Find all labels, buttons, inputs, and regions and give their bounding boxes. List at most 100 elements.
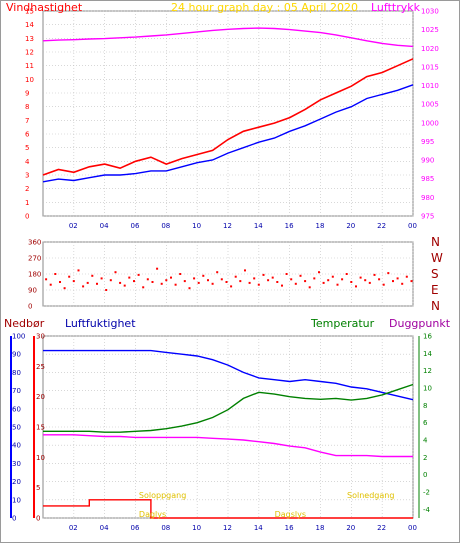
wind-direction-point: [151, 281, 154, 283]
direction-label-north-top: N: [431, 235, 440, 249]
direction-tick-label: 180: [28, 271, 41, 279]
x-tick-label: 12: [223, 524, 232, 532]
daylight-annotation: Dagslys: [275, 510, 306, 519]
pressure-tick-label: 1000: [421, 119, 439, 127]
wind-direction-point: [197, 281, 200, 284]
pressure-tick-label: 1020: [421, 45, 439, 53]
pressure-tick-label: 1025: [421, 26, 439, 34]
humidity-axis-label: Luftfuktighet: [65, 317, 136, 330]
wind-direction-point: [225, 281, 228, 283]
wind-direction-point: [128, 276, 131, 279]
direction-tick-label: 270: [28, 255, 41, 263]
wind-direction-point: [387, 272, 390, 275]
wind-direction-point: [299, 274, 302, 277]
x-tick-label: 06: [131, 222, 140, 230]
pressure-line: [42, 27, 414, 48]
x-tick-label: 08: [161, 222, 170, 230]
wind-direction-point: [392, 280, 394, 283]
rain-tick-label: 5: [36, 484, 40, 492]
x-tick-label: 02: [69, 222, 78, 230]
wind-pressure-chart: 02 04 06 08 10 12 14 16 18 20 22 000123456789101112…: [6, 1, 439, 230]
wind-direction-point: [267, 279, 270, 282]
wind-direction-point: [290, 278, 293, 281]
wind-direction-point: [105, 289, 108, 291]
humidity-tick-label: 100: [12, 333, 25, 341]
wind-direction-point: [257, 283, 260, 286]
daylight-annotation: Soloppgang: [139, 491, 186, 500]
wind-direction-point: [285, 273, 288, 275]
wind-direction-point: [373, 273, 376, 276]
wind-speed-tick-label: 13: [25, 35, 34, 43]
pressure-tick-label: 1015: [421, 63, 439, 71]
temperature-tick-label: 16: [423, 333, 432, 341]
wind-speed-tick-label: 2: [25, 185, 29, 193]
wind-direction-point: [271, 276, 274, 279]
wind-direction-point: [220, 278, 223, 281]
wind-direction-point: [405, 275, 408, 278]
pressure-tick-label: 980: [421, 194, 434, 202]
x-tick-label: 18: [316, 524, 325, 532]
wind-speed-tick-label: 8: [25, 103, 29, 111]
wind-direction-point: [137, 273, 140, 276]
wind-direction-point: [355, 285, 357, 288]
rain-line: [43, 499, 413, 519]
wind-direction-point: [368, 281, 371, 284]
temperature-tick-label: 10: [423, 385, 432, 393]
humidity-tick-label: 90: [12, 351, 21, 359]
x-tick-label: 16: [285, 222, 294, 230]
wind-direction-point: [410, 280, 413, 283]
wind-direction-point: [146, 278, 149, 281]
wind-direction-point: [313, 277, 316, 280]
wind-direction-point: [86, 281, 89, 284]
x-tick-label: 04: [100, 524, 109, 532]
wind-direction-point: [82, 285, 85, 288]
wind-direction-point: [179, 273, 182, 275]
temperature-tick-label: 12: [423, 367, 432, 375]
dewpoint-line: [43, 434, 413, 458]
pressure-tick-label: 1005: [421, 101, 439, 109]
wind-direction-point: [401, 282, 404, 285]
wind-direction-point: [281, 284, 283, 287]
direction-label-west: W: [431, 251, 443, 265]
x-tick-label: 14: [254, 524, 263, 532]
wind-speed-tick-label: 3: [25, 172, 29, 180]
temperature-tick-label: -4: [423, 506, 431, 514]
x-tick-label: 22: [377, 222, 386, 230]
wind-speed-tick-label: 4: [25, 158, 30, 166]
wind-speed-tick-label: 12: [25, 49, 34, 57]
wind-direction-point: [72, 280, 75, 283]
wind-direction-point: [304, 280, 307, 283]
x-tick-label: 12: [223, 222, 232, 230]
temperature-line: [43, 383, 414, 433]
x-tick-label: 14: [254, 222, 263, 230]
wind-direction-point: [142, 286, 145, 289]
pressure-tick-label: 990: [421, 157, 434, 165]
wind-direction-ticks: 360 270 180 90 0: [28, 239, 41, 311]
wind-pressure-grid: [43, 10, 414, 217]
wind-direction-point: [230, 285, 233, 288]
humidity-line: [43, 349, 414, 401]
x-tick-label: 10: [192, 222, 201, 230]
wind-direction-point: [100, 277, 103, 280]
wind-direction-point: [193, 277, 196, 280]
x-tick-label: 22: [377, 524, 386, 532]
wind-direction-point: [91, 274, 94, 277]
humidity-tick-label: 10: [12, 496, 21, 504]
pressure-axis-label: Lufttrykk: [371, 1, 421, 14]
temperature-tick-label: 2: [423, 454, 427, 462]
rain-tick-label: 15: [36, 424, 45, 432]
wind-average-line: [42, 84, 414, 183]
x-tick-label: 10: [192, 524, 201, 532]
wind-speed-tick-label: 14: [25, 21, 34, 29]
wind-direction-point: [109, 279, 112, 282]
wind-direction-point: [174, 283, 177, 286]
wind-gust-line: [42, 58, 414, 176]
direction-label-south: S: [431, 267, 439, 281]
wind-direction-point: [382, 283, 385, 286]
wind-speed-tick-label: 6: [25, 131, 30, 139]
humidity-tick-label: 40: [12, 442, 21, 450]
wind-speed-axis-label: Vindhastighet: [6, 1, 83, 14]
humidity-tick-label: 70: [12, 387, 21, 395]
wind-direction-point: [54, 273, 57, 275]
